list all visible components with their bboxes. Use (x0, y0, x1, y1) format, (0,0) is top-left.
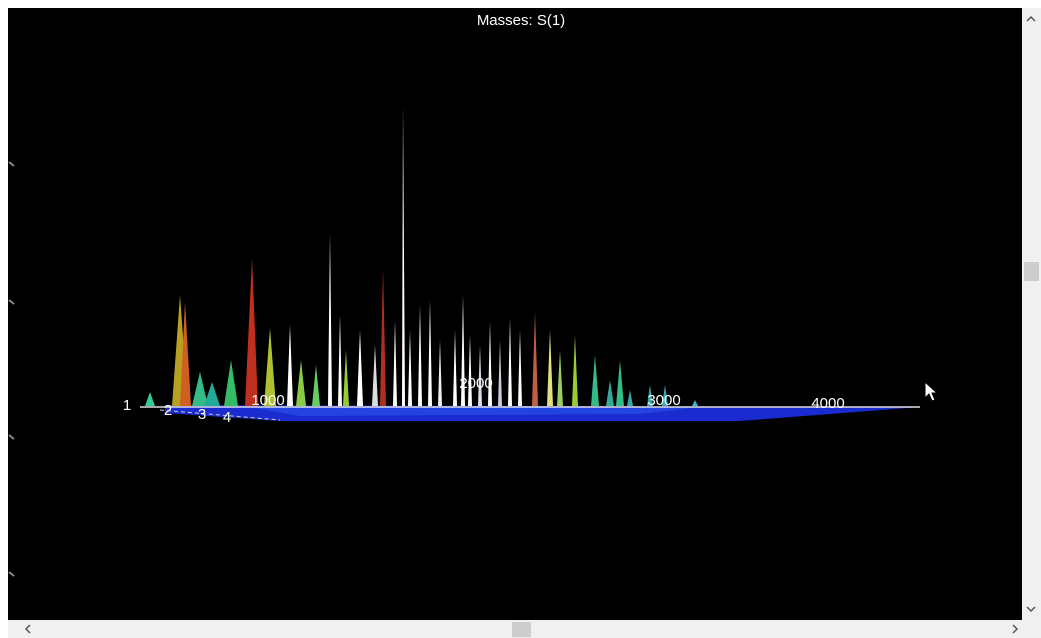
mass-label: 4000 (811, 395, 844, 412)
plot-panel (8, 8, 1022, 620)
mass-label: 3000 (647, 392, 680, 409)
depth-label: 2 (164, 402, 172, 419)
scroll-left-button[interactable] (24, 624, 31, 634)
scroll-down-button[interactable] (1026, 606, 1036, 613)
depth-label: 3 (198, 406, 206, 423)
spectrum-peaks (145, 105, 698, 406)
vertical-scrollbar[interactable] (1022, 8, 1041, 620)
scroll-right-button[interactable] (1012, 624, 1019, 634)
depth-label: 1 (123, 397, 131, 414)
mass-label: 1000 (251, 392, 284, 409)
base-plane-highlight (250, 407, 700, 416)
left-ticks (8, 161, 15, 577)
depth-axis-line (159, 409, 281, 421)
vertical-scroll-thumb[interactable] (1024, 262, 1039, 281)
mass-label: 2000 (459, 375, 492, 392)
chart-title: Masses: S(1) (477, 12, 565, 29)
mouse-cursor (924, 380, 939, 402)
scroll-up-button[interactable] (1026, 15, 1036, 22)
depth-label: 4 (223, 409, 231, 426)
horizontal-scroll-thumb[interactable] (512, 622, 531, 637)
